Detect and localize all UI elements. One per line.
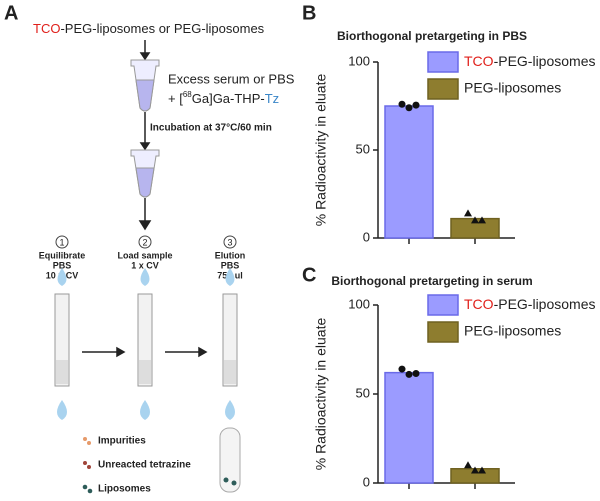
drop bbox=[140, 268, 150, 286]
step-number: 1 bbox=[59, 237, 64, 247]
legend-swatch bbox=[427, 51, 459, 73]
column-bed bbox=[56, 360, 68, 384]
step-circle bbox=[55, 235, 69, 249]
legend-label: TCO-PEG-liposomes bbox=[464, 53, 595, 69]
text: -PEG-liposomes or PEG-liposomes bbox=[60, 21, 264, 36]
y-tick-label: 0 bbox=[363, 474, 370, 489]
step-label: Equilibrate bbox=[39, 250, 86, 260]
step-label: Elution bbox=[215, 250, 246, 260]
text: + [ bbox=[168, 91, 183, 106]
text: 68 bbox=[183, 90, 192, 99]
data-point bbox=[405, 370, 413, 378]
step-circle bbox=[223, 235, 237, 249]
chart-title: Biorthogonal pretargeting in serum bbox=[331, 274, 532, 288]
data-point bbox=[398, 365, 406, 373]
y-tick-label: 50 bbox=[356, 385, 370, 400]
legend-label: Impurities bbox=[98, 436, 146, 447]
column-bed bbox=[224, 360, 236, 384]
drop bbox=[140, 400, 150, 420]
step-circle bbox=[138, 235, 152, 249]
step-number: 3 bbox=[227, 237, 232, 247]
column-bed bbox=[139, 360, 151, 384]
reagent: Excess serum or PBS bbox=[168, 71, 295, 86]
legend-swatch bbox=[427, 78, 459, 100]
legend-label: PEG-liposomes bbox=[464, 80, 561, 96]
data-point bbox=[405, 104, 413, 112]
y-tick-label: 100 bbox=[348, 53, 370, 68]
incubation: Incubation at 37°C/60 min bbox=[150, 123, 272, 134]
legend-swatch bbox=[427, 294, 459, 316]
legend-label: TCO-PEG-liposomes bbox=[464, 296, 595, 312]
data-point bbox=[471, 216, 479, 224]
chart-title: Biorthogonal pretargeting in PBS bbox=[337, 29, 527, 43]
step-label: 1 x CV bbox=[131, 260, 159, 270]
panel-label: C bbox=[302, 264, 316, 286]
data-point bbox=[478, 216, 486, 224]
legend-label: Unreacted tetrazine bbox=[98, 460, 191, 471]
step-label: PBS bbox=[221, 260, 240, 270]
test-tube bbox=[219, 427, 241, 493]
step-label: PBS bbox=[53, 260, 72, 270]
legend-label: Liposomes bbox=[98, 484, 151, 495]
legend-label-part: -PEG-liposomes bbox=[494, 296, 596, 312]
workflow-diagram: TCO-PEG-liposomes or PEG-liposomes Exces… bbox=[33, 21, 295, 494]
y-axis-label: % Radioactivity in eluate bbox=[313, 318, 329, 471]
legend-label: PEG-liposomes bbox=[464, 323, 561, 339]
drop bbox=[225, 400, 235, 420]
reagent: + [68Ga]Ga-THP-Tz bbox=[168, 90, 279, 106]
data-point bbox=[478, 466, 486, 474]
drop bbox=[57, 400, 67, 420]
text: Ga]Ga-THP- bbox=[192, 91, 265, 106]
data-point bbox=[412, 101, 420, 109]
top-label: TCO-PEG-liposomes or PEG-liposomes bbox=[33, 21, 265, 36]
y-tick-label: 0 bbox=[363, 229, 370, 244]
y-tick-label: 100 bbox=[348, 296, 370, 311]
y-axis-label: % Radioactivity in eluate bbox=[313, 74, 329, 227]
y-tick-label: 50 bbox=[356, 141, 370, 156]
drop bbox=[57, 268, 67, 286]
text: Tz bbox=[265, 91, 279, 106]
data-point bbox=[464, 461, 472, 469]
legend-swatch bbox=[427, 321, 459, 343]
bar bbox=[384, 371, 434, 484]
bar bbox=[384, 105, 434, 239]
data-point bbox=[398, 100, 406, 108]
panel-label: A bbox=[4, 2, 18, 24]
legend-label-part: TCO bbox=[464, 53, 494, 69]
drop bbox=[225, 268, 235, 286]
text: TCO bbox=[33, 21, 60, 36]
panel-label: B bbox=[302, 2, 316, 24]
data-point bbox=[471, 466, 479, 474]
legend-label-part: TCO bbox=[464, 296, 494, 312]
data-point bbox=[412, 370, 420, 378]
legend-label-part: -PEG-liposomes bbox=[494, 53, 596, 69]
step-number: 2 bbox=[142, 237, 147, 247]
data-point bbox=[464, 209, 472, 217]
step-label: Load sample bbox=[117, 250, 172, 260]
